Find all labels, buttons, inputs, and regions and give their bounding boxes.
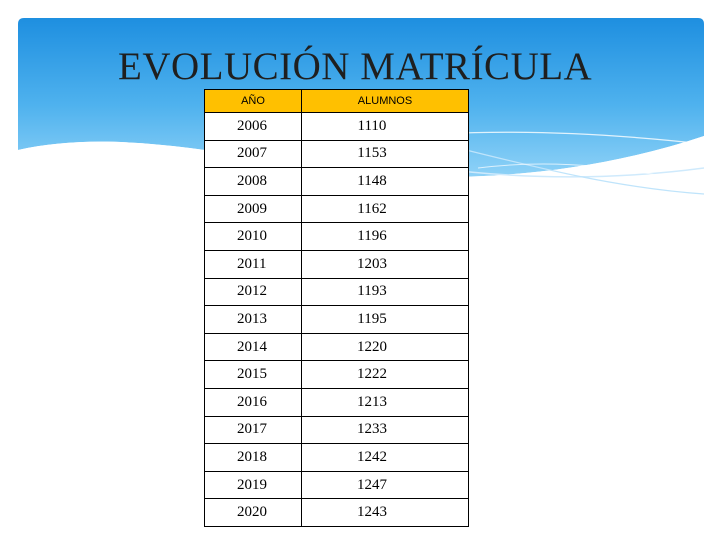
table-row: 2017 1233 bbox=[204, 415, 469, 445]
table-row: 2016 1213 bbox=[204, 387, 469, 417]
table-row: 2015 1222 bbox=[204, 360, 469, 389]
students-cell: 1220 bbox=[301, 332, 469, 362]
students-cell: 1203 bbox=[301, 249, 469, 279]
students-cell: 1195 bbox=[301, 305, 469, 334]
students-cell: 1162 bbox=[301, 194, 469, 224]
table-row: 2008 1148 bbox=[204, 167, 469, 196]
table-row: 2020 1243 bbox=[204, 498, 469, 527]
year-cell: 2016 bbox=[204, 387, 302, 417]
header-year: AÑO bbox=[204, 89, 302, 113]
students-cell: 1196 bbox=[301, 222, 469, 251]
students-cell: 1148 bbox=[301, 167, 469, 196]
students-cell: 1242 bbox=[301, 443, 469, 472]
year-cell: 2011 bbox=[204, 249, 302, 279]
year-cell: 2020 bbox=[204, 498, 302, 527]
year-cell: 2013 bbox=[204, 305, 302, 334]
slide-title: EVOLUCIÓN MATRÍCULA bbox=[118, 45, 593, 88]
table-row: 2019 1247 bbox=[204, 470, 469, 500]
students-cell: 1233 bbox=[301, 415, 469, 445]
year-cell: 2010 bbox=[204, 222, 302, 251]
students-cell: 1193 bbox=[301, 277, 469, 307]
students-cell: 1222 bbox=[301, 360, 469, 389]
year-cell: 2006 bbox=[204, 112, 302, 141]
enrollment-table: AÑO ALUMNOS 2006 1110 2007 1153 2008 1148 2009… bbox=[204, 89, 469, 527]
table-row: 2012 1193 bbox=[204, 277, 469, 307]
table-row: 2007 1153 bbox=[204, 139, 469, 169]
table-row: 2006 1110 bbox=[204, 112, 469, 141]
year-cell: 2012 bbox=[204, 277, 302, 307]
year-cell: 2014 bbox=[204, 332, 302, 362]
year-cell: 2017 bbox=[204, 415, 302, 445]
year-cell: 2007 bbox=[204, 139, 302, 169]
table-header-row: AÑO ALUMNOS bbox=[204, 89, 469, 113]
table-row: 2018 1242 bbox=[204, 443, 469, 472]
students-cell: 1110 bbox=[301, 112, 469, 141]
students-cell: 1247 bbox=[301, 470, 469, 500]
students-cell: 1153 bbox=[301, 139, 469, 169]
year-cell: 2009 bbox=[204, 194, 302, 224]
students-cell: 1213 bbox=[301, 387, 469, 417]
table-row: 2009 1162 bbox=[204, 194, 469, 224]
year-cell: 2008 bbox=[204, 167, 302, 196]
year-cell: 2019 bbox=[204, 470, 302, 500]
table-row: 2014 1220 bbox=[204, 332, 469, 362]
table-row: 2013 1195 bbox=[204, 305, 469, 334]
header-students: ALUMNOS bbox=[301, 89, 469, 113]
year-cell: 2018 bbox=[204, 443, 302, 472]
table-row: 2010 1196 bbox=[204, 222, 469, 251]
table-body: 2006 1110 2007 1153 2008 1148 2009 1162 2010 1196… bbox=[204, 112, 469, 527]
year-cell: 2015 bbox=[204, 360, 302, 389]
students-cell: 1243 bbox=[301, 498, 469, 527]
table-row: 2011 1203 bbox=[204, 249, 469, 279]
